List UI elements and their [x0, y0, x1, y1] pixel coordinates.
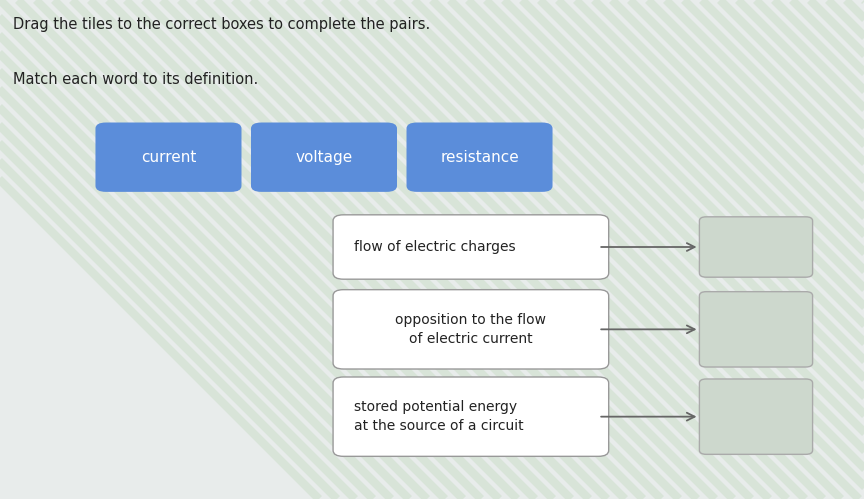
FancyBboxPatch shape — [334, 215, 609, 279]
FancyBboxPatch shape — [700, 379, 812, 454]
FancyBboxPatch shape — [95, 122, 241, 192]
Text: flow of electric charges: flow of electric charges — [354, 240, 516, 254]
Text: opposition to the flow
of electric current: opposition to the flow of electric curre… — [396, 312, 546, 346]
FancyBboxPatch shape — [334, 289, 609, 369]
FancyBboxPatch shape — [334, 377, 609, 456]
Text: Match each word to its definition.: Match each word to its definition. — [13, 72, 258, 87]
FancyBboxPatch shape — [251, 122, 397, 192]
FancyBboxPatch shape — [406, 122, 553, 192]
Text: resistance: resistance — [440, 150, 519, 165]
Text: stored potential energy
at the source of a circuit: stored potential energy at the source of… — [354, 400, 524, 434]
FancyBboxPatch shape — [700, 217, 812, 277]
Text: current: current — [141, 150, 196, 165]
FancyBboxPatch shape — [700, 291, 812, 367]
Text: Drag the tiles to the correct boxes to complete the pairs.: Drag the tiles to the correct boxes to c… — [13, 17, 430, 32]
Text: voltage: voltage — [295, 150, 353, 165]
